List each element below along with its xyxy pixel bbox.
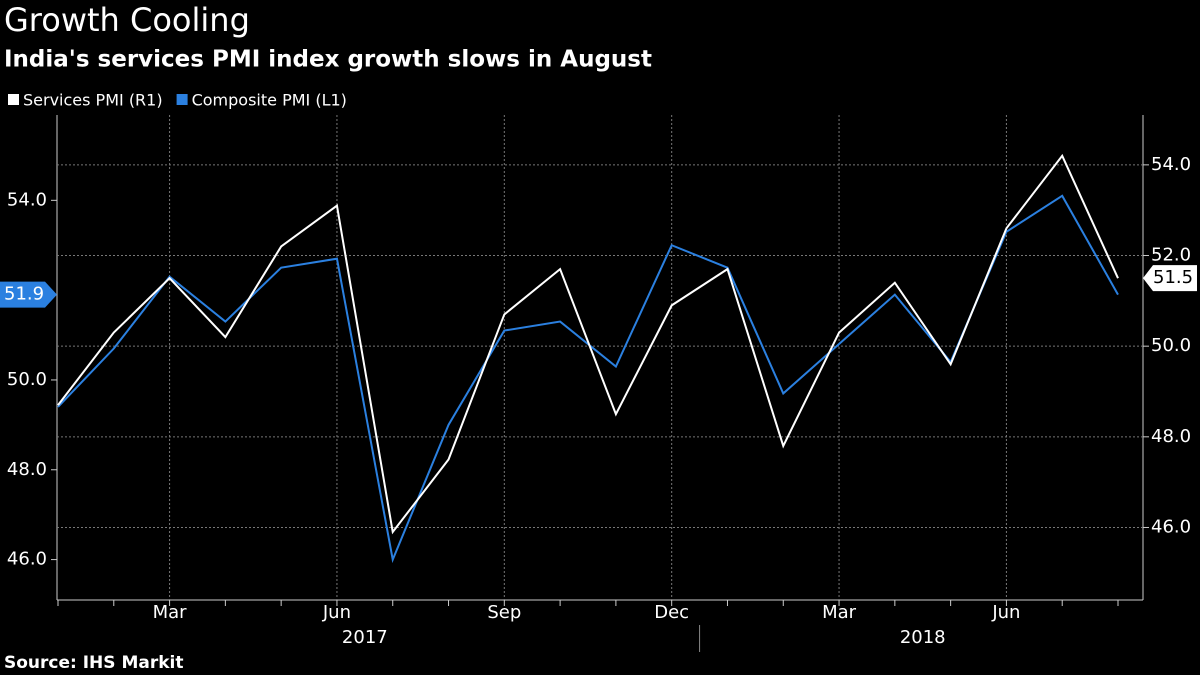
x-tick-label: Mar	[153, 602, 188, 623]
x-group-label: 2018	[900, 627, 946, 648]
chart-title: Growth Cooling	[4, 1, 250, 39]
series-line	[57, 153, 1119, 535]
x-tick-label: Mar	[822, 602, 857, 623]
legend-label: Services PMI (R1)	[23, 91, 163, 110]
y2-tick-label: 54.0	[1151, 154, 1191, 175]
last-value-box	[0, 281, 57, 308]
y-tick-label: 54.0	[7, 189, 47, 210]
last-value-box	[1143, 265, 1197, 292]
x-tick-label: Sep	[487, 602, 521, 623]
x-group-label: 2017	[342, 627, 388, 648]
source: Source: IHS Markit	[4, 653, 183, 673]
series-line	[57, 194, 1119, 564]
x-tick-label: Jun	[991, 602, 1020, 623]
y-tick-label: 50.0	[7, 369, 47, 390]
x-tick-label: Jun	[322, 602, 351, 623]
last-value-label: 51.5	[1153, 267, 1193, 288]
y2-tick-label: 50.0	[1151, 335, 1191, 356]
chart-subtitle: India's services PMI index growth slows …	[4, 47, 652, 73]
y-tick-label: 48.0	[7, 459, 47, 480]
legend-swatch	[176, 94, 188, 105]
y2-tick-label: 46.0	[1151, 516, 1191, 537]
legend-label: Composite PMI (L1)	[192, 91, 347, 110]
legend-swatch	[8, 94, 19, 105]
y-tick-label: 46.0	[7, 549, 47, 570]
y2-tick-label: 48.0	[1151, 426, 1191, 447]
last-value-label: 51.9	[4, 284, 44, 305]
x-tick-label: Dec	[654, 602, 689, 623]
y2-tick-label: 52.0	[1151, 245, 1191, 266]
